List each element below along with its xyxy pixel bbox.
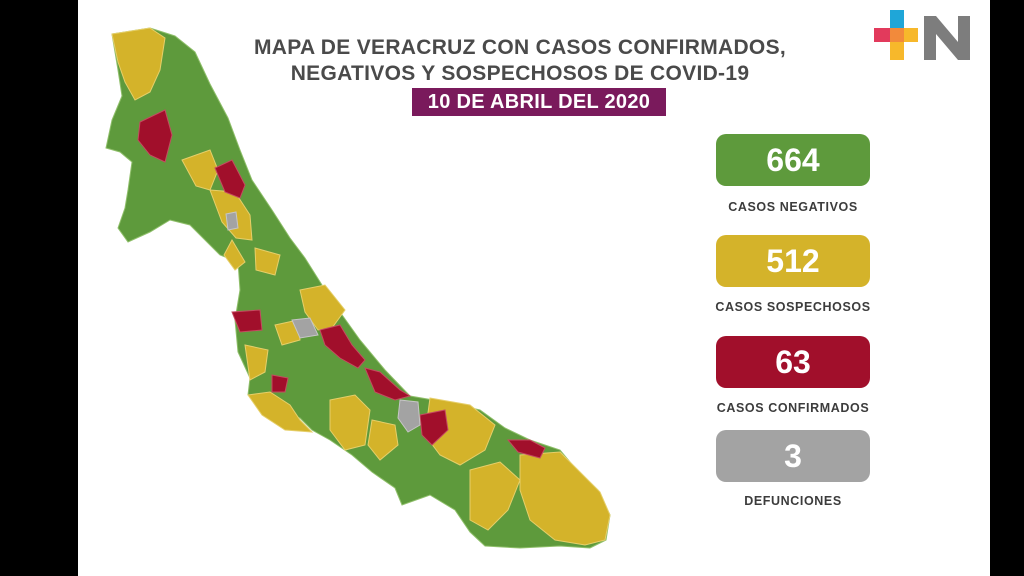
map-confirmed-regions	[137, 109, 546, 459]
deaths-value: 3	[716, 430, 870, 482]
confirmed-cases-value: 63	[716, 336, 870, 388]
title-line-2: NEGATIVOS Y SOSPECHOSOS DE COVID-19	[290, 62, 750, 85]
date-badge: 10 DE ABRIL DEL 2020	[412, 88, 666, 116]
plus-n-logo	[874, 10, 970, 60]
negative-cases-label: CASOS NEGATIVOS	[728, 200, 858, 214]
confirmed-cases-label: CASOS CONFIRMADOS	[716, 401, 870, 415]
negative-cases-value: 664	[716, 134, 870, 186]
suspected-cases-value: 512	[716, 235, 870, 287]
title-line-1: MAPA DE VERACRUZ CON CASOS CONFIRMADOS,	[253, 36, 787, 59]
map-death-regions	[225, 211, 421, 433]
suspected-cases-label: CASOS SOSPECHOSOS	[715, 300, 871, 314]
deaths-label: DEFUNCIONES	[744, 494, 842, 508]
map-suspected-regions	[111, 27, 611, 546]
